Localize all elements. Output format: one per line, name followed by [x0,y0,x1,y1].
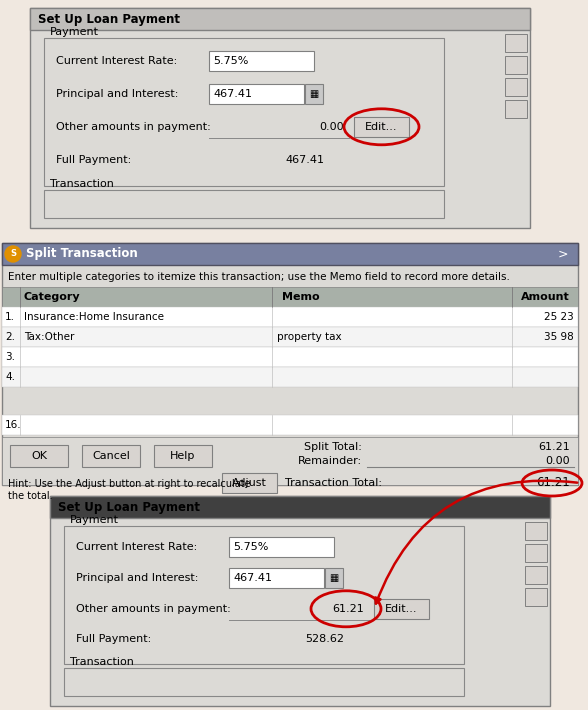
Text: Full Payment:: Full Payment: [76,635,151,645]
Bar [2,347,578,367]
Bar [44,190,444,218]
Circle shape [5,246,21,262]
Text: 467.41: 467.41 [213,89,252,99]
Bar [30,8,530,30]
Text: 5.75%: 5.75% [213,56,248,66]
Text: Full Payment:: Full Payment: [56,155,131,165]
Text: Category: Category [24,292,81,302]
Text: ▦: ▦ [329,573,339,583]
Text: Current Interest Rate:: Current Interest Rate: [56,56,177,66]
Text: Transaction Total:: Transaction Total: [285,478,382,488]
Text: 61.21: 61.21 [332,604,364,614]
Text: Tax:Other: Tax:Other [24,332,74,342]
Bar [354,117,409,137]
Text: Other amounts in payment:: Other amounts in payment: [56,122,211,132]
Text: Memo: Memo [282,292,320,302]
Text: 61.21: 61.21 [538,442,570,452]
Text: Split Transaction: Split Transaction [26,248,138,261]
Text: property tax: property tax [277,332,342,342]
Text: Current Interest Rate:: Current Interest Rate: [76,542,197,552]
Bar [209,84,304,104]
Bar [505,78,527,96]
Text: 25 23: 25 23 [544,312,574,322]
Text: 0.00: 0.00 [546,456,570,466]
Text: 3.: 3. [5,352,15,362]
Text: ▦: ▦ [309,89,319,99]
Text: Remainder:: Remainder: [298,456,362,466]
Text: 4.: 4. [5,372,15,382]
Bar [154,445,212,467]
Text: Adjust: Adjust [232,478,267,488]
Bar [505,34,527,52]
Bar [229,537,334,557]
Text: Principal and Interest:: Principal and Interest: [56,89,178,99]
Text: OK: OK [31,451,47,461]
Text: >: > [557,248,568,261]
Bar [209,51,314,71]
Text: Principal and Interest:: Principal and Interest: [76,573,198,583]
Bar [305,84,323,104]
Bar [505,56,527,74]
Text: Edit...: Edit... [385,604,417,614]
Bar [2,287,578,307]
Bar [374,599,429,619]
Bar [2,415,578,435]
Text: 467.41: 467.41 [233,573,272,583]
Bar [2,243,578,265]
Text: Payment: Payment [70,515,119,525]
Bar [2,327,578,347]
Text: Transaction: Transaction [70,657,134,667]
Text: Enter multiple categories to itemize this transaction; use the Memo field to rec: Enter multiple categories to itemize thi… [8,272,510,282]
Bar [525,544,547,562]
Bar [525,522,547,540]
Text: 35 98: 35 98 [544,332,574,342]
Text: S: S [10,249,16,258]
Text: Transaction: Transaction [50,179,114,189]
Bar [525,588,547,606]
Bar [229,568,324,588]
Text: 2.: 2. [5,332,15,342]
Text: Split Total:: Split Total: [304,442,362,452]
Text: Set Up Loan Payment: Set Up Loan Payment [58,501,200,515]
Bar [505,100,527,118]
Text: 467.41: 467.41 [285,155,324,165]
Text: Hint: Use the Adjust button at right to recalculate: Hint: Use the Adjust button at right to … [8,479,250,489]
Text: 5.75%: 5.75% [233,542,268,552]
Text: Edit...: Edit... [365,122,397,132]
Text: Other amounts in payment:: Other amounts in payment: [76,604,230,614]
Bar [44,38,444,186]
Text: Cancel: Cancel [92,451,130,461]
Bar [325,568,343,588]
Text: the total.: the total. [8,491,52,501]
Text: 528.62: 528.62 [305,635,344,645]
Bar [525,566,547,584]
Text: 1.: 1. [5,312,15,322]
Bar [2,437,578,485]
Bar [2,367,578,387]
Text: Amount: Amount [521,292,570,302]
Bar [82,445,140,467]
Bar [2,307,578,327]
Bar [50,496,550,706]
Text: Set Up Loan Payment: Set Up Loan Payment [38,13,180,26]
Bar [64,526,464,664]
FancyArrowPatch shape [375,481,577,604]
Text: 16.: 16. [5,420,22,430]
Bar [30,8,530,228]
Bar [50,496,550,518]
Text: Payment: Payment [50,27,99,37]
Text: Help: Help [171,451,196,461]
Text: Insurance:Home Insurance: Insurance:Home Insurance [24,312,164,322]
Bar [64,668,464,696]
Bar [10,445,68,467]
Text: 0.00: 0.00 [319,122,344,132]
Text: 61.21: 61.21 [536,476,570,489]
Bar [222,473,277,493]
Bar [2,243,578,485]
